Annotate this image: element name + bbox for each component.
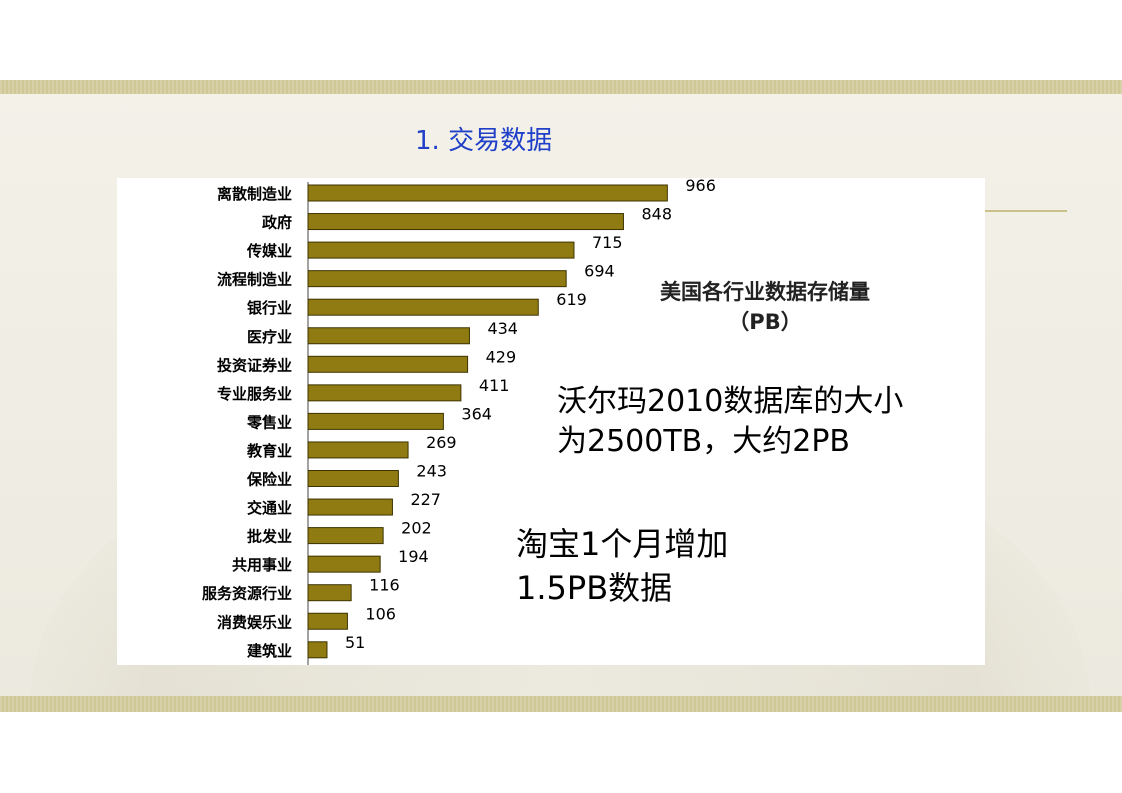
category-label: 批发业 — [247, 528, 292, 546]
bar — [307, 213, 624, 231]
bars-layer: 离散制造业 966 政府 848 传媒业 715 流程制造业 694 银行业 619 医疗业 434 投… — [202, 178, 716, 660]
value-label: 194 — [398, 547, 429, 566]
value-label: 202 — [401, 519, 432, 538]
category-label: 政府 — [262, 214, 292, 232]
category-label: 零售业 — [246, 413, 292, 431]
value-label: 434 — [487, 319, 518, 338]
top-decorative-band — [0, 80, 1122, 94]
value-label: 619 — [556, 290, 587, 309]
bar — [307, 498, 393, 516]
value-label: 243 — [416, 462, 447, 481]
bar — [307, 584, 352, 602]
value-label: 269 — [426, 433, 457, 452]
bar — [307, 241, 575, 259]
bottom-decorative-band — [0, 696, 1122, 712]
value-label: 715 — [592, 233, 623, 252]
value-label: 116 — [369, 576, 400, 595]
category-label: 投资证券业 — [217, 356, 292, 374]
bar — [307, 441, 409, 459]
category-label: 消费娱乐业 — [217, 613, 292, 631]
decorative-line — [985, 210, 1067, 212]
bar-chart: 离散制造业 966 政府 848 传媒业 715 流程制造业 694 银行业 619 医疗业 434 投… — [202, 178, 716, 665]
bar — [307, 555, 381, 573]
chart-title: 美国各行业数据存储量 （PB） — [625, 277, 905, 337]
bar — [307, 384, 462, 402]
taobao-note: 淘宝1个月增加 1.5PB数据 — [516, 522, 728, 610]
walmart-note-line1: 沃尔玛2010数据库的大小 — [557, 384, 904, 419]
category-label: 教育业 — [246, 442, 292, 460]
category-label: 流程制造业 — [217, 271, 292, 289]
walmart-note-line2: 为2500TB，大约2PB — [557, 424, 851, 459]
bar — [307, 612, 348, 630]
chart-title-line1: 美国各行业数据存储量 — [660, 280, 870, 304]
category-label: 保险业 — [246, 471, 292, 489]
category-label: 传媒业 — [246, 242, 292, 260]
category-label: 专业服务业 — [217, 385, 292, 403]
category-label: 服务资源行业 — [202, 585, 292, 603]
bar — [307, 270, 567, 288]
slide-title: 1. 交易数据 — [415, 126, 553, 156]
value-label: 848 — [641, 205, 672, 224]
bar — [307, 355, 469, 373]
value-label: 227 — [410, 490, 441, 509]
bar — [307, 327, 470, 345]
bar — [307, 184, 668, 202]
taobao-note-line1: 淘宝1个月增加 — [516, 525, 729, 563]
category-label: 银行业 — [247, 299, 292, 317]
category-label: 建筑业 — [247, 642, 292, 660]
bar — [307, 470, 399, 487]
category-label: 交通业 — [247, 499, 292, 517]
category-label: 共用事业 — [232, 556, 292, 574]
value-label: 694 — [584, 262, 615, 281]
chart-panel: 离散制造业 966 政府 848 传媒业 715 流程制造业 694 银行业 619 医疗业 434 投… — [117, 178, 985, 665]
bar — [307, 298, 539, 316]
walmart-note: 沃尔玛2010数据库的大小 为2500TB，大约2PB — [557, 382, 903, 462]
chart-title-line2: （PB） — [728, 310, 802, 334]
value-label: 429 — [486, 347, 517, 366]
category-label: 医疗业 — [247, 328, 292, 346]
value-label: 411 — [479, 376, 510, 395]
bar — [307, 527, 384, 545]
category-label: 离散制造业 — [217, 185, 292, 203]
bar — [307, 641, 328, 659]
taobao-note-line2: 1.5PB数据 — [516, 569, 673, 607]
value-label: 51 — [345, 633, 365, 652]
value-label: 106 — [365, 604, 396, 623]
value-label: 364 — [461, 404, 492, 423]
bar — [307, 412, 444, 430]
value-label: 966 — [685, 178, 716, 195]
